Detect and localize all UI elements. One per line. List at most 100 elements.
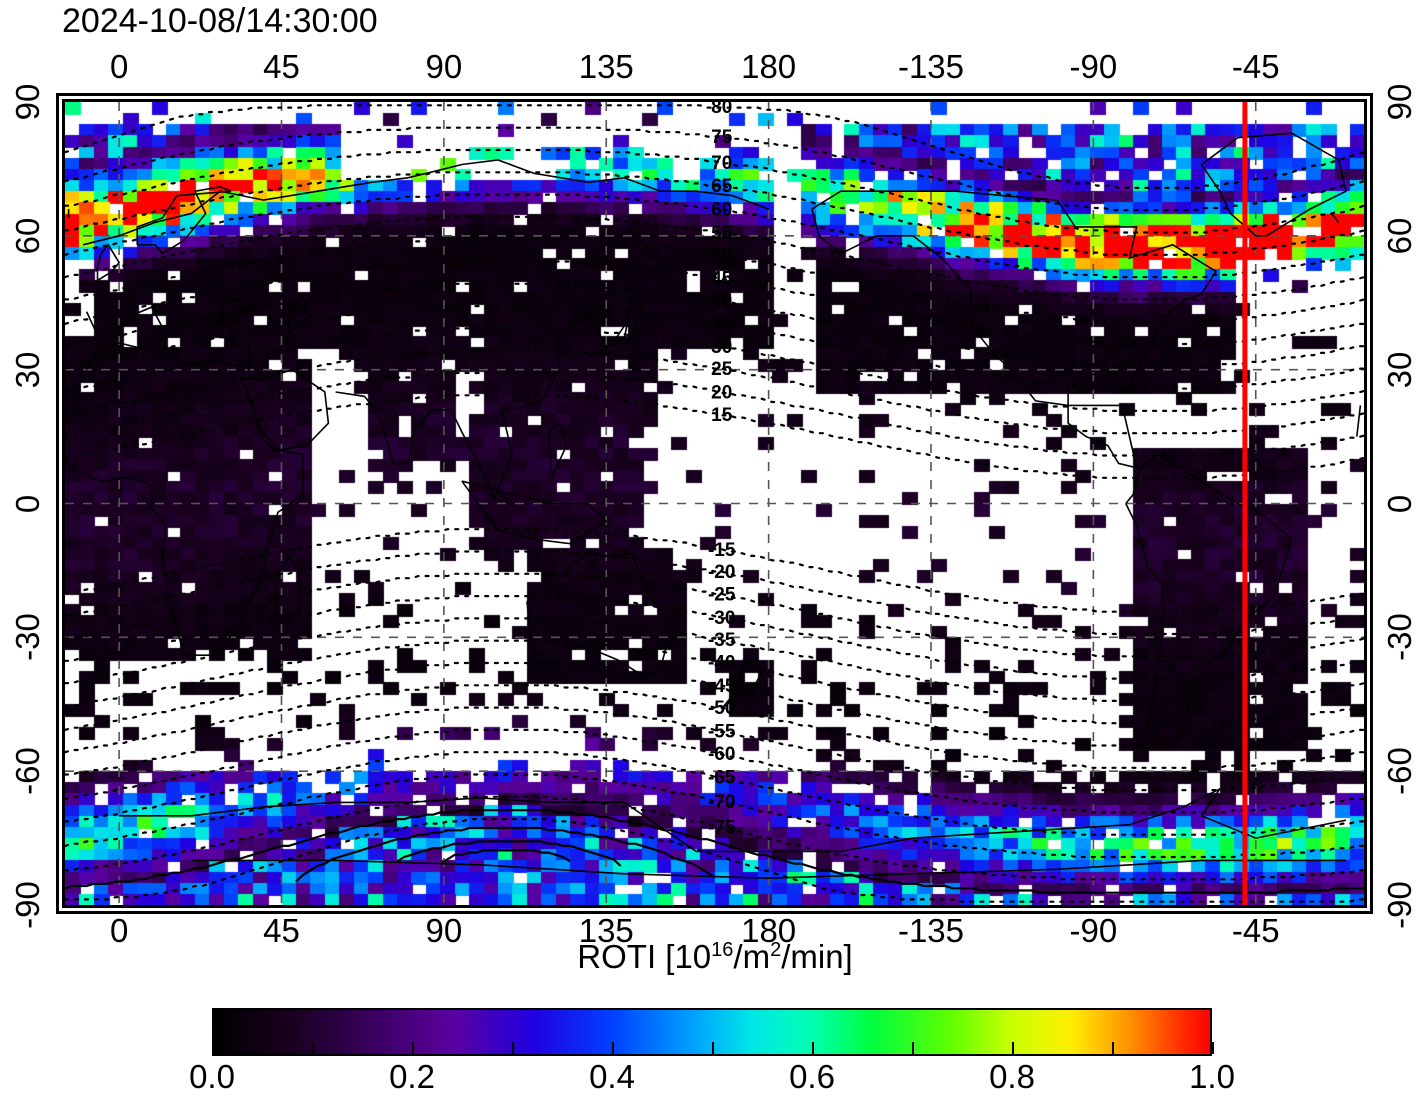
axis-left-tick-segment [62,637,65,772]
maglat-contour--20-0 [65,550,1364,636]
maglat-label-n-40: 40 [711,291,732,312]
xtitle-main: ROTI [10 [577,938,712,975]
maglat-label-s--35: -35 [708,630,736,651]
axis-right-tick-segment [1364,637,1367,772]
maglat-label-n-70: 70 [711,153,732,174]
colorbar-minor-tick [512,1042,514,1054]
y-axis-label-left-1: 60 [9,217,46,255]
y-axis-label-right-4: -30 [1381,613,1418,662]
x-axis-label-bottom-3: 135 [578,912,634,949]
maglat-contour--15-0 [65,528,1364,613]
y-axis-label-left-5: -60 [9,747,46,796]
axis-left-tick-segment [62,369,65,504]
maglat-contour-55-0 [65,215,1364,301]
colorbar-minor-tick [212,1042,214,1054]
xtitle-exp2: 2 [770,939,782,961]
colorbar-minor-tick [412,1042,414,1054]
page-title: 2024-10-08/14:30:00 [62,2,378,40]
axis-right-tick-segment [1364,369,1367,504]
maglat-contour--65-0 [65,751,1364,836]
maglat-contour-80-0 [65,104,1364,189]
maglat-label-n-60: 60 [711,200,732,221]
colorbar-axis-title: ROTI [1016/m2/min] [577,938,852,976]
coastline-6-0 [547,421,568,478]
maglat-contour-50-0 [65,238,1364,323]
coastline-3-0 [335,292,633,502]
maglat-contour-15-0 [65,394,1364,479]
y-axis-label-right-3: 0 [1381,494,1418,513]
maglat-label-s--30: -30 [708,608,735,629]
colorbar-minor-tick [1212,1042,1214,1054]
maglat-label-n-75: 75 [711,127,733,148]
coastline-13-0 [768,786,1347,853]
y-axis-label-right-5: -60 [1381,747,1418,796]
xtitle-mid: /m [733,938,771,975]
maglat-ring-87-0 [439,849,571,865]
y-axis-label-right-2: 30 [1381,351,1418,389]
maglat-contour-45-0 [65,260,1364,346]
coastline-18-0 [219,297,259,322]
maglat-contour-75-0 [65,126,1364,212]
maglat-label-n-30: 30 [711,337,732,358]
coastline-1-1 [1356,405,1362,437]
coastline-10-0 [1200,132,1347,237]
coastline-13-1 [119,797,769,853]
y-axis-label-left-2: 30 [9,351,46,389]
coastline-8-0 [721,658,763,710]
axis-bottom-tick-segment [119,905,282,908]
maglat-contour--25-0 [65,572,1364,658]
y-axis-label-right-1: 60 [1381,217,1418,255]
coastline-15-0 [96,243,121,282]
coastline-1-0 [85,306,250,372]
maglat-contour--75-0 [65,795,1364,881]
coastline-17-0 [287,297,312,335]
y-axis-label-left-0: 90 [9,83,46,121]
maglat-contour--40-0 [65,639,1364,725]
colorbar-minor-tick [612,1042,614,1054]
axis-top-tick-segment [443,99,607,102]
maglat-contour--35-0 [65,617,1364,702]
maglat-label-n-45: 45 [711,269,733,290]
coastline-7-0 [526,551,673,679]
x-axis-label-bottom-7: -45 [1231,912,1280,949]
x-axis-label-top-5: -135 [897,48,965,85]
axis-top-tick-segment [768,99,931,102]
maglat-contour--80-0 [65,818,1364,903]
coastline-1-2 [71,365,304,656]
axis-top-tick-segment [1093,99,1256,102]
maglat-label-n-55: 55 [711,223,733,244]
maglat-label-n-35: 35 [711,314,733,335]
maglat-label-s--40: -40 [708,652,735,673]
x-axis-label-top-4: 180 [741,48,797,85]
roti-world-map[interactable]: 80 75 70 65 60 55 50 45 40 35 30 25 20 15 -15 -20 -25 -30… [62,99,1367,908]
coastline-12-0 [1125,453,1293,751]
maglat-label-s--15: -15 [708,540,736,561]
coastline-0-0 [82,159,769,246]
y-axis-label-left-3: 0 [9,494,46,513]
x-axis-label-top-3: 135 [578,48,634,85]
x-axis-label-bottom-4: 180 [741,912,797,949]
maglat-label-s--25: -25 [708,584,736,605]
x-axis-label-top-7: -45 [1231,48,1280,85]
roti-colorbar[interactable] [212,1008,1212,1056]
axis-bottom-tick-segment [1093,905,1256,908]
maglat-label-s--20: -20 [708,562,735,583]
maglat-contour-20-0 [65,371,1364,457]
maglat-contour-40-0 [65,282,1364,368]
maglat-label-n-15: 15 [711,405,733,426]
maglat-contour-25-0 [65,349,1364,435]
y-axis-label-right-0: 90 [1381,83,1418,121]
maglat-contour--50-0 [65,684,1364,769]
colorbar-minor-tick [1012,1042,1014,1054]
y-axis-label-left-4: -30 [9,613,46,662]
maglat-contour-65-0 [65,171,1364,256]
coastline-16-0 [136,185,232,255]
map-canvas-area: 80 75 70 65 60 55 50 45 40 35 30 25 20 15 -15 -20 -25 -30… [65,102,1364,905]
colorbar-tick-label-3: 0.6 [789,1058,835,1095]
maglat-contour-35-0 [65,305,1364,390]
x-axis-label-top-1: 45 [263,48,300,85]
maglat-contour-70-0 [65,148,1364,234]
maglat-label-n-25: 25 [711,359,733,380]
xtitle-end: /min] [781,938,853,975]
maglat-label-s--55: -55 [708,722,736,743]
